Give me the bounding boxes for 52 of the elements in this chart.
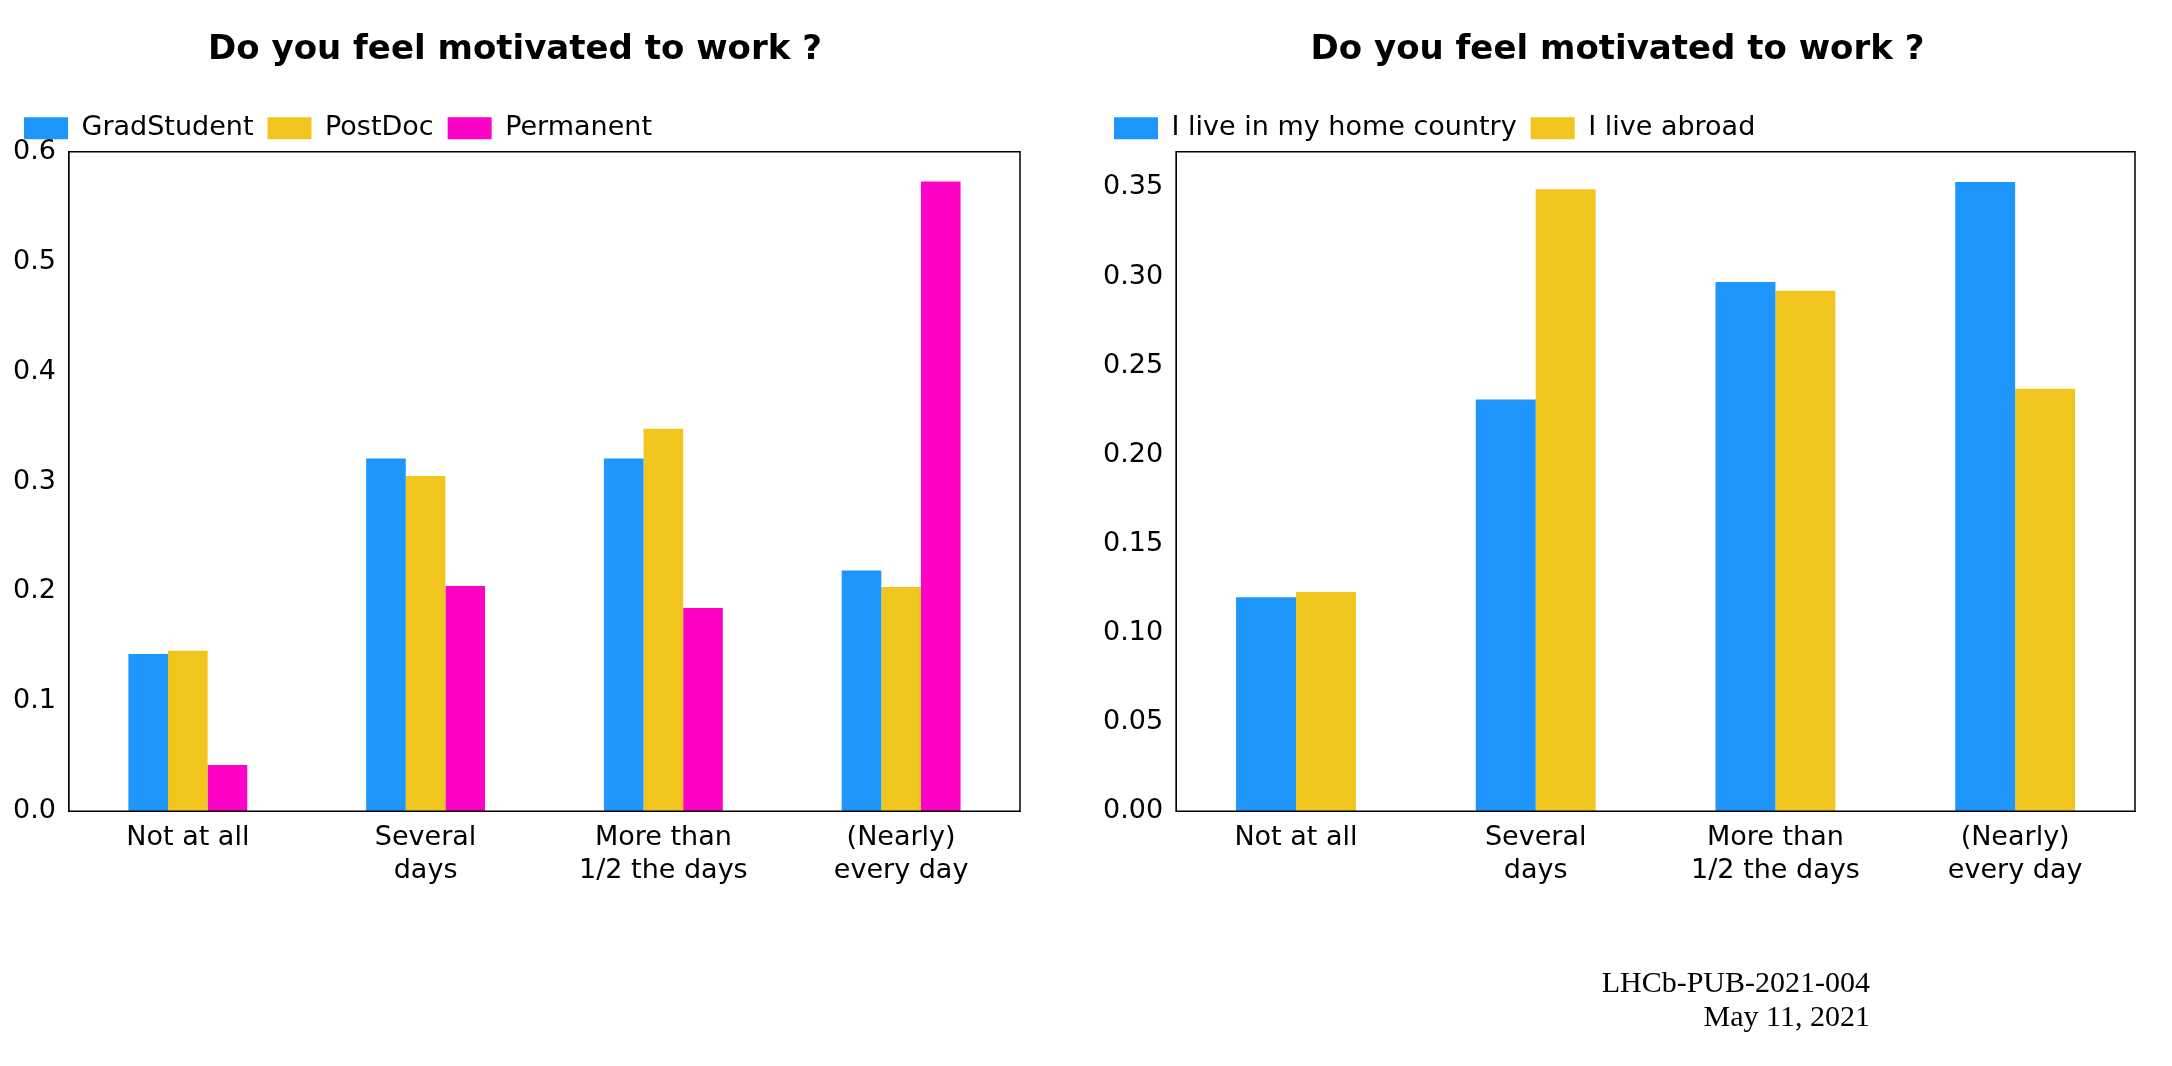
y-tick-label: 0.1: [12, 683, 56, 715]
legend-label: Permanent: [505, 110, 652, 142]
y-tick-label: 0.00: [1102, 793, 1164, 825]
bar: [168, 650, 208, 812]
bar: [207, 765, 248, 812]
x-tick-label: More than 1/2 the days: [1691, 820, 1860, 884]
bar: [1715, 281, 1776, 812]
x-tick-label: Several days: [1484, 820, 1587, 884]
legend-label: PostDoc: [324, 110, 434, 142]
y-tick-label: 0.30: [1102, 258, 1164, 290]
y-tick-label: 0.2: [12, 573, 56, 605]
chart-title: Do you feel motivated to work ?: [208, 27, 822, 68]
legend-label: I live abroad: [1588, 110, 1756, 142]
y-tick-label: 0.3: [12, 463, 56, 495]
y-tick-label: 0.10: [1102, 615, 1164, 646]
bar: [683, 607, 723, 812]
bar: [405, 476, 446, 812]
x-tick-label: (Nearly) every day: [833, 820, 969, 884]
bar: [366, 458, 406, 812]
bar: [1955, 182, 2016, 812]
x-tick-label: Not at all: [1234, 820, 1358, 852]
bar: [2015, 388, 2076, 812]
y-tick-label: 0.05: [1102, 704, 1164, 736]
y-tick-label: 0.35: [1102, 169, 1164, 201]
y-tick-label: 0.5: [12, 243, 56, 275]
legend-label: GradStudent: [81, 110, 254, 142]
bar: [841, 570, 882, 812]
bar: [1535, 189, 1596, 812]
y-tick-label: 0.6: [12, 133, 56, 165]
y-tick-label: 0.0: [12, 793, 56, 825]
bar: [920, 181, 961, 812]
bar: [1775, 290, 1836, 812]
y-tick-label: 0.20: [1102, 436, 1164, 468]
bar: [643, 428, 684, 812]
x-tick-label: More than 1/2 the days: [579, 820, 748, 884]
x-tick-label: Several days: [374, 820, 477, 884]
bar: [128, 654, 169, 812]
legend-label: I live in my home country: [1171, 110, 1517, 142]
y-tick-label: 0.4: [12, 353, 56, 385]
y-tick-label: 0.25: [1102, 347, 1164, 379]
bar: [1295, 591, 1356, 812]
chart-title: Do you feel motivated to work ?: [1310, 27, 1925, 68]
x-tick-label: Not at all: [126, 820, 250, 852]
text: May 11, 2021: [1702, 999, 1870, 1033]
y-tick-label: 0.15: [1102, 525, 1164, 557]
bar: [445, 585, 486, 812]
x-tick-label: (Nearly) every day: [1947, 820, 2083, 884]
bar: [1236, 597, 1296, 812]
bar: [881, 587, 921, 812]
bar: [1475, 399, 1536, 812]
text: LHCb-PUB-2021-004: [1600, 965, 1870, 999]
bar: [603, 458, 644, 812]
